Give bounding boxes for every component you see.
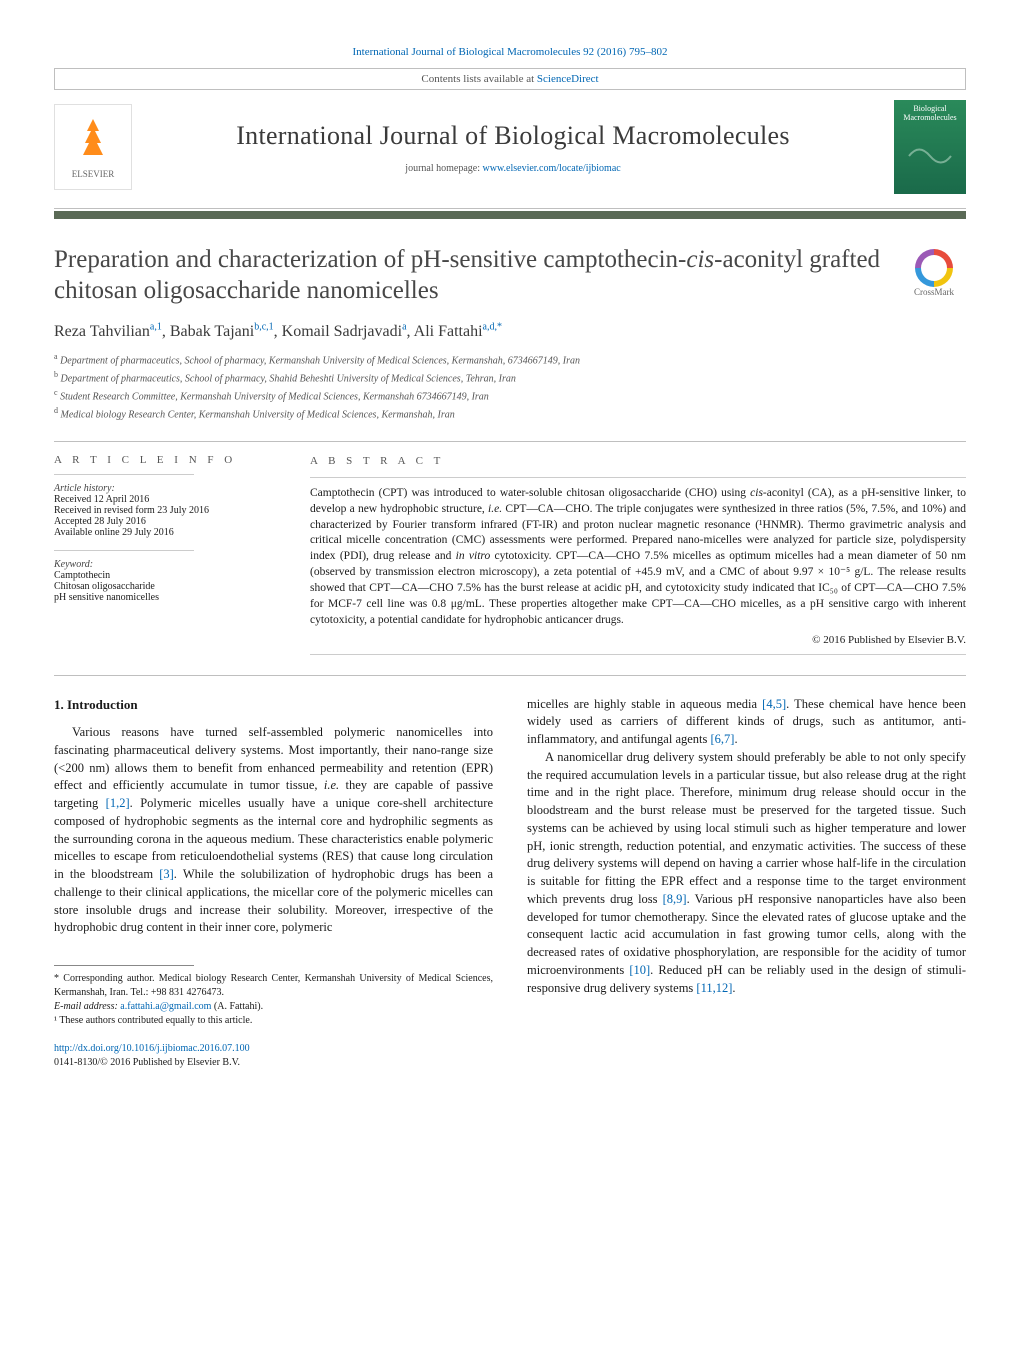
history-block: Article history: Received 12 April 2016 … (54, 483, 274, 538)
divider (310, 654, 966, 655)
abstract-text: Camptothecin (CPT) was introduced to wat… (310, 486, 966, 629)
article-info: a r t i c l e i n f o Article history: R… (54, 454, 274, 655)
paragraph: Various reasons have turned self-assembl… (54, 724, 493, 937)
elsevier-tree-icon (73, 115, 113, 167)
history-item: Accepted 28 July 2016 (54, 516, 274, 527)
ref-link[interactable]: [1,2] (106, 796, 130, 810)
author: , Ali Fattahia,d,* (407, 323, 502, 340)
equal-contrib-footnote: ¹ These authors contributed equally to t… (54, 1014, 493, 1028)
keyword: Camptothecin (54, 570, 274, 581)
divider (54, 441, 966, 442)
divider (54, 474, 194, 475)
homepage-link[interactable]: www.elsevier.com/locate/ijbiomac (483, 163, 621, 174)
footnote-rule (54, 965, 194, 966)
column-left: 1. Introduction Various reasons have tur… (54, 696, 493, 1071)
paragraph: A nanomicellar drug delivery system shou… (527, 749, 966, 998)
ref-link[interactable]: [3] (159, 867, 174, 881)
cover-graphic-icon (898, 122, 962, 190)
history-label: Article history: (54, 483, 274, 494)
header-divider-bar (54, 211, 966, 219)
ref-link[interactable]: [11,12] (696, 981, 732, 995)
info-heading: a r t i c l e i n f o (54, 454, 274, 466)
authors: Reza Tahviliana,1, Babak Tajanib,c,1, Ko… (54, 322, 966, 341)
elsevier-logo[interactable]: ELSEVIER (54, 104, 132, 190)
email-link[interactable]: a.fattahi.a@gmail.com (120, 1001, 211, 1012)
issn-line: 0141-8130/© 2016 Published by Elsevier B… (54, 1056, 493, 1070)
corresponding-footnote: * Corresponding author. Medical biology … (54, 972, 493, 1000)
title-em: cis (686, 246, 714, 273)
keyword: pH sensitive nanomicelles (54, 592, 274, 603)
page: International Journal of Biological Macr… (0, 0, 1020, 1111)
title-pre: Preparation and characterization of pH-s… (54, 246, 686, 273)
ref-link[interactable]: [4,5] (762, 697, 786, 711)
crossmark-label: CrossMark (914, 287, 954, 297)
article-body: Preparation and characterization of pH-s… (54, 245, 966, 1071)
journal-title: International Journal of Biological Macr… (142, 121, 884, 151)
journal-header: ELSEVIER International Journal of Biolog… (54, 90, 966, 209)
contents-bar: Contents lists available at ScienceDirec… (54, 68, 966, 90)
journal-cover-thumbnail[interactable]: Biological Macromolecules (894, 100, 966, 194)
cover-text: Biological Macromolecules (898, 104, 962, 122)
journal-title-block: International Journal of Biological Macr… (132, 121, 894, 174)
divider (54, 675, 966, 676)
doi-link[interactable]: http://dx.doi.org/10.1016/j.ijbiomac.201… (54, 1043, 250, 1054)
affiliation: d Medical biology Research Center, Kerma… (54, 405, 966, 423)
keyword: Chitosan oligosaccharide (54, 581, 274, 592)
keyword-label: Keyword: (54, 559, 274, 570)
history-item: Received in revised form 23 July 2016 (54, 505, 274, 516)
top-citation-link[interactable]: International Journal of Biological Macr… (353, 46, 668, 58)
ref-link[interactable]: [10] (629, 963, 650, 977)
abstract: a b s t r a c t Camptothecin (CPT) was i… (310, 454, 966, 655)
footnotes: * Corresponding author. Medical biology … (54, 965, 493, 1028)
title-row: Preparation and characterization of pH-s… (54, 245, 966, 306)
copyright: © 2016 Published by Elsevier B.V. (310, 633, 966, 648)
author: , Komail Sadrjavadia (274, 323, 407, 340)
divider (310, 477, 966, 478)
paragraph: micelles are highly stable in aqueous me… (527, 696, 966, 749)
homepage-label: journal homepage: (405, 163, 482, 174)
divider (54, 550, 194, 551)
intro-heading: 1. Introduction (54, 696, 493, 714)
affiliation: a Department of pharmaceutics, School of… (54, 351, 966, 369)
affiliation: c Student Research Committee, Kermanshah… (54, 387, 966, 405)
article-title: Preparation and characterization of pH-s… (54, 245, 882, 306)
history-item: Received 12 April 2016 (54, 494, 274, 505)
affiliations: a Department of pharmaceutics, School of… (54, 351, 966, 422)
body-columns: 1. Introduction Various reasons have tur… (54, 696, 966, 1071)
elsevier-logo-text: ELSEVIER (72, 169, 115, 179)
journal-homepage: journal homepage: www.elsevier.com/locat… (142, 163, 884, 174)
top-citation: International Journal of Biological Macr… (54, 46, 966, 58)
history-item: Available online 29 July 2016 (54, 527, 274, 538)
ref-link[interactable]: [6,7] (711, 732, 735, 746)
column-right: micelles are highly stable in aqueous me… (527, 696, 966, 1071)
doi-block: http://dx.doi.org/10.1016/j.ijbiomac.201… (54, 1042, 493, 1070)
keywords-block: Keyword: Camptothecin Chitosan oligosacc… (54, 559, 274, 603)
affiliation: b Department of pharmaceutics, School of… (54, 369, 966, 387)
author: , Babak Tajanib,c,1 (162, 323, 274, 340)
email-footnote: E-mail address: a.fattahi.a@gmail.com (A… (54, 1000, 493, 1014)
author: Reza Tahviliana,1 (54, 323, 162, 340)
crossmark-badge[interactable]: CrossMark (902, 249, 966, 297)
sciencedirect-link[interactable]: ScienceDirect (537, 73, 599, 85)
ref-link[interactable]: [8,9] (663, 892, 687, 906)
abstract-heading: a b s t r a c t (310, 454, 966, 469)
info-abstract-row: a r t i c l e i n f o Article history: R… (54, 454, 966, 655)
contents-text: Contents lists available at (421, 73, 536, 85)
crossmark-icon (915, 249, 953, 287)
